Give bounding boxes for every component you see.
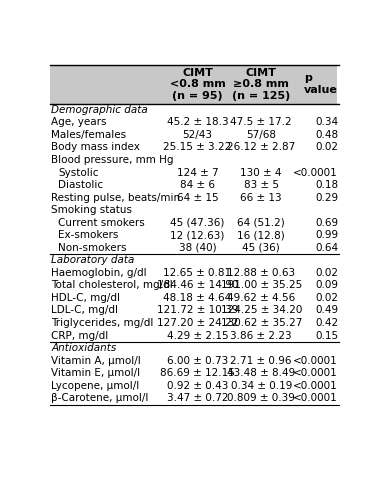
Text: 121.72 ± 10.39: 121.72 ± 10.39: [157, 306, 238, 316]
Text: 84 ± 6: 84 ± 6: [180, 180, 215, 190]
Text: Current smokers: Current smokers: [58, 218, 145, 228]
Text: 0.09: 0.09: [315, 280, 338, 290]
Text: <0.0001: <0.0001: [293, 381, 338, 391]
Text: 3.86 ± 2.23: 3.86 ± 2.23: [230, 331, 292, 341]
Text: 0.64: 0.64: [315, 243, 338, 253]
Text: Body mass index: Body mass index: [51, 142, 140, 152]
Text: 52/43: 52/43: [183, 130, 212, 140]
Text: 3.47 ± 0.72: 3.47 ± 0.72: [167, 393, 228, 403]
Text: 12 (12.63): 12 (12.63): [170, 230, 225, 240]
Text: 25.15 ± 3.22: 25.15 ± 3.22: [163, 142, 232, 152]
Text: 124 ± 7: 124 ± 7: [177, 168, 218, 178]
Text: 6.00 ± 0.73: 6.00 ± 0.73: [167, 356, 228, 365]
Text: LDL-C, mg/dl: LDL-C, mg/dl: [51, 306, 118, 316]
Text: p
value: p value: [304, 73, 338, 95]
Text: 16 (12.8): 16 (12.8): [237, 230, 285, 240]
Text: Antioxidants: Antioxidants: [51, 343, 116, 353]
Text: 2.71 ± 0.96: 2.71 ± 0.96: [230, 356, 292, 365]
Text: 12.88 ± 0.63: 12.88 ± 0.63: [227, 268, 295, 278]
Text: 0.34: 0.34: [315, 117, 338, 127]
Text: Age, years: Age, years: [51, 117, 107, 127]
Text: 0.92 ± 0.43: 0.92 ± 0.43: [167, 381, 228, 391]
Text: β-Carotene, μmol/l: β-Carotene, μmol/l: [51, 393, 148, 403]
Text: HDL-C, mg/dl: HDL-C, mg/dl: [51, 293, 120, 303]
Bar: [50, 65, 340, 103]
Text: 49.62 ± 4.56: 49.62 ± 4.56: [227, 293, 295, 303]
Text: 0.18: 0.18: [315, 180, 338, 190]
Text: <0.0001: <0.0001: [293, 368, 338, 378]
Text: 127.20 ± 24.22: 127.20 ± 24.22: [157, 318, 238, 328]
Text: Males/females: Males/females: [51, 130, 126, 140]
Text: 47.5 ± 17.2: 47.5 ± 17.2: [230, 117, 292, 127]
Text: Systolic: Systolic: [58, 168, 99, 178]
Text: 0.02: 0.02: [315, 293, 338, 303]
Text: 48.18 ± 4.64: 48.18 ± 4.64: [163, 293, 232, 303]
Text: 0.34 ± 0.19: 0.34 ± 0.19: [230, 381, 292, 391]
Text: <0.0001: <0.0001: [293, 168, 338, 178]
Text: Triglycerides, mg/dl: Triglycerides, mg/dl: [51, 318, 153, 328]
Text: 0.02: 0.02: [315, 268, 338, 278]
Text: Non-smokers: Non-smokers: [58, 243, 127, 253]
Text: CIMT
<0.8 mm
(n = 95): CIMT <0.8 mm (n = 95): [169, 68, 226, 101]
Text: 0.809 ± 0.39: 0.809 ± 0.39: [227, 393, 295, 403]
Text: 57/68: 57/68: [246, 130, 276, 140]
Text: 0.99: 0.99: [315, 230, 338, 240]
Text: 43.48 ± 8.49: 43.48 ± 8.49: [227, 368, 295, 378]
Text: Diastolic: Diastolic: [58, 180, 104, 190]
Text: Total cholesterol, mg/dl: Total cholesterol, mg/dl: [51, 280, 173, 290]
Text: 191.00 ± 35.25: 191.00 ± 35.25: [221, 280, 302, 290]
Text: 83 ± 5: 83 ± 5: [244, 180, 279, 190]
Text: 0.29: 0.29: [315, 193, 338, 203]
Text: 38 (40): 38 (40): [179, 243, 216, 253]
Text: 0.15: 0.15: [315, 331, 338, 341]
Text: 45 (47.36): 45 (47.36): [170, 218, 225, 228]
Text: Resting pulse, beats/min: Resting pulse, beats/min: [51, 193, 180, 203]
Text: 45 (36): 45 (36): [242, 243, 280, 253]
Text: 130.62 ± 35.27: 130.62 ± 35.27: [221, 318, 302, 328]
Text: Smoking status: Smoking status: [51, 205, 132, 215]
Text: Vitamin E, μmol/l: Vitamin E, μmol/l: [51, 368, 140, 378]
Text: 0.69: 0.69: [315, 218, 338, 228]
Text: 45.2 ± 18.3: 45.2 ± 18.3: [167, 117, 228, 127]
Text: Ex-smokers: Ex-smokers: [58, 230, 119, 240]
Text: 4.29 ± 2.15: 4.29 ± 2.15: [167, 331, 228, 341]
Text: CIMT
≥0.8 mm
(n = 125): CIMT ≥0.8 mm (n = 125): [232, 68, 290, 101]
Text: Blood pressure, mm Hg: Blood pressure, mm Hg: [51, 155, 174, 165]
Text: 124.25 ± 34.20: 124.25 ± 34.20: [221, 306, 302, 316]
Text: 184.46 ± 14.90: 184.46 ± 14.90: [157, 280, 238, 290]
Text: 12.65 ± 0.81: 12.65 ± 0.81: [163, 268, 232, 278]
Text: 0.49: 0.49: [315, 306, 338, 316]
Text: CRP, mg/dl: CRP, mg/dl: [51, 331, 108, 341]
Text: <0.0001: <0.0001: [293, 356, 338, 365]
Text: 0.42: 0.42: [315, 318, 338, 328]
Text: Demographic data: Demographic data: [51, 105, 148, 115]
Text: 0.48: 0.48: [315, 130, 338, 140]
Text: 26.12 ± 2.87: 26.12 ± 2.87: [227, 142, 295, 152]
Text: Vitamin A, μmol/l: Vitamin A, μmol/l: [51, 356, 141, 365]
Text: <0.0001: <0.0001: [293, 393, 338, 403]
Text: 130 ± 4: 130 ± 4: [240, 168, 282, 178]
Text: 86.69 ± 12.15: 86.69 ± 12.15: [160, 368, 235, 378]
Text: 64 (51.2): 64 (51.2): [237, 218, 285, 228]
Text: 64 ± 15: 64 ± 15: [177, 193, 218, 203]
Text: 66 ± 13: 66 ± 13: [240, 193, 282, 203]
Text: Lycopene, μmol/l: Lycopene, μmol/l: [51, 381, 140, 391]
Text: Haemoglobin, g/dl: Haemoglobin, g/dl: [51, 268, 147, 278]
Text: 0.02: 0.02: [315, 142, 338, 152]
Text: Laboratory data: Laboratory data: [51, 255, 135, 265]
